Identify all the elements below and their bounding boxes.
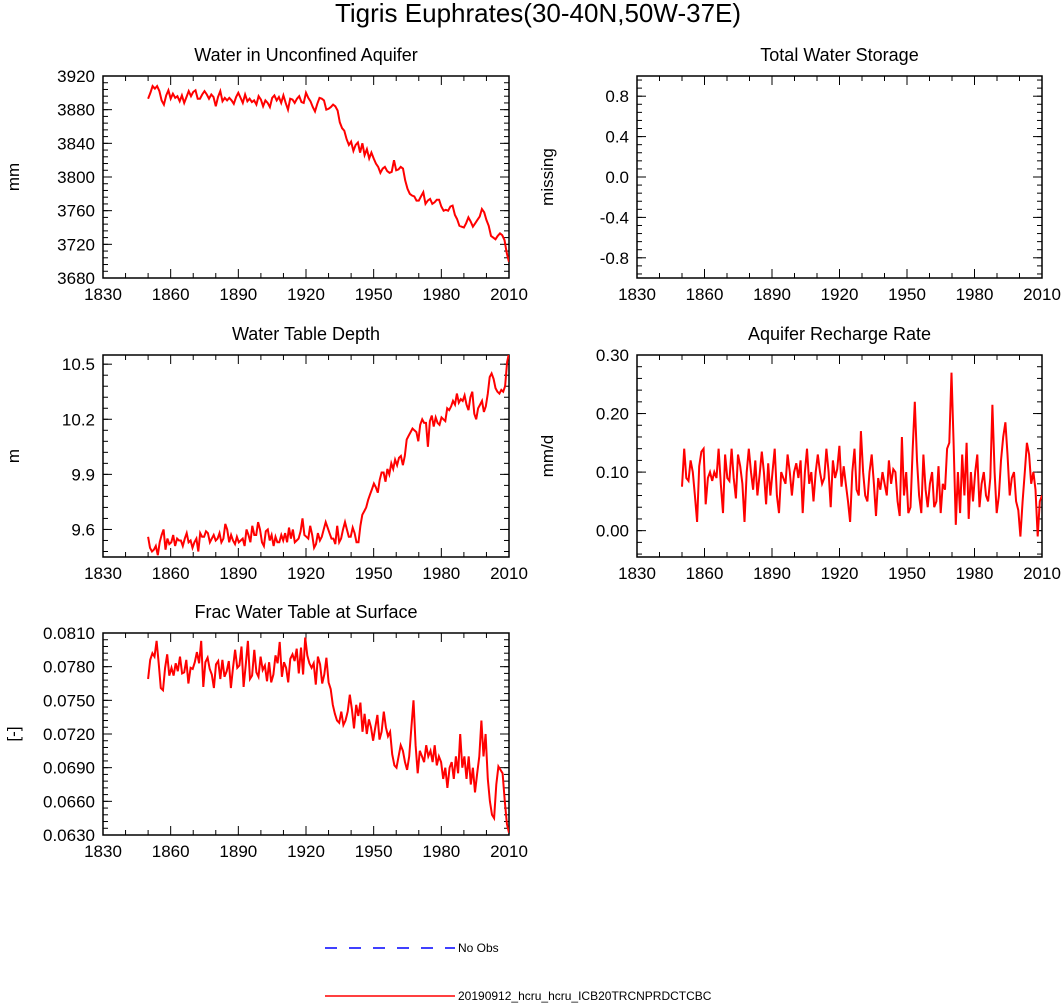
fracwt-ytick-label: 0.0810: [43, 624, 95, 643]
tws-ytick-label: 0.0: [605, 168, 629, 187]
recharge-xtick-label: 1980: [956, 564, 994, 583]
recharge-ytick-label: 0.00: [596, 522, 629, 541]
wtd-xtick-label: 1860: [152, 564, 190, 583]
unconfined-ytick-label: 3880: [57, 101, 95, 120]
tws-ytick-label: -0.4: [600, 208, 629, 227]
recharge-ytick-label: 0.20: [596, 405, 629, 424]
fracwt-ytick-label: 0.0690: [43, 759, 95, 778]
fracwt-xtick-label: 2010: [490, 842, 528, 861]
wtd-xtick-label: 1980: [422, 564, 460, 583]
fracwt-ytick-label: 0.0630: [43, 826, 95, 845]
wtd-ytick-label: 9.9: [71, 465, 95, 484]
tws-ylabel: missing: [538, 148, 557, 206]
recharge-xtick-label: 1890: [753, 564, 791, 583]
tws-xtick-label: 1950: [888, 285, 926, 304]
tws-ytick-label: 0.4: [605, 128, 629, 147]
unconfined-ytick-label: 3680: [57, 269, 95, 288]
recharge-ytick-label: 0.10: [596, 463, 629, 482]
tws-xtick-label: 2010: [1023, 285, 1061, 304]
unconfined-panel: Water in Unconfined Aquifer 1830 1860 1890 1…: [4, 45, 528, 304]
recharge-xtick-label: 1920: [821, 564, 859, 583]
unconfined-series-line: [147, 84, 509, 263]
wtd-xtick-label: 1890: [219, 564, 257, 583]
fracwt-title: Frac Water Table at Surface: [194, 602, 417, 622]
fracwt-panel: Frac Water Table at Surface 1830 1860 1890 1…: [4, 602, 528, 861]
recharge-xtick-label: 1860: [686, 564, 724, 583]
fracwt-frame: [102, 632, 510, 836]
fracwt-xtick-label: 1980: [422, 842, 460, 861]
wtd-panel: Water Table Depth 1830 1860 1890 1920 1950 198…: [4, 324, 528, 583]
tws-panel: Total Water Storage 1830 1860 1890 1920 1950 1…: [538, 45, 1061, 304]
recharge-title: Aquifer Recharge Rate: [748, 324, 931, 344]
fracwt-xtick-label: 1860: [152, 842, 190, 861]
recharge-panel: Aquifer Recharge Rate 1830 1860 1890 1920 195…: [538, 324, 1061, 583]
fracwt-ylabel: [-]: [4, 726, 23, 741]
fracwt-xtick-label: 1830: [84, 842, 122, 861]
wtd-xtick-label: 1950: [355, 564, 393, 583]
wtd-title: Water Table Depth: [232, 324, 380, 344]
recharge-xtick-label: 1950: [888, 564, 926, 583]
figure-title: Tigris Euphrates(30-40N,50W-37E): [335, 0, 741, 28]
tws-xtick-label: 1860: [686, 285, 724, 304]
unconfined-xtick-label: 2010: [490, 285, 528, 304]
fracwt-ytick-label: 0.0750: [43, 691, 95, 710]
fracwt-xtick-label: 1920: [287, 842, 325, 861]
wtd-ytick-label: 10.5: [62, 355, 95, 374]
wtd-series-line: [147, 355, 509, 556]
unconfined-xtick-label: 1950: [355, 285, 393, 304]
unconfined-ytick-label: 3800: [57, 168, 95, 187]
recharge-ylabel: mm/d: [538, 435, 557, 478]
recharge-xtick-label: 2010: [1023, 564, 1061, 583]
wtd-xtick-label: 1830: [84, 564, 122, 583]
unconfined-xtick-label: 1920: [287, 285, 325, 304]
fracwt-ytick-label: 0.0660: [43, 792, 95, 811]
wtd-ytick-label: 9.6: [71, 520, 95, 539]
recharge-series-line: [681, 372, 1042, 537]
tws-xtick-label: 1980: [956, 285, 994, 304]
fracwt-ytick-label: 0.0780: [43, 658, 95, 677]
tws-title: Total Water Storage: [760, 45, 918, 65]
legend-label-model: 20190912_hcru_hcru_ICB20TRCNPRDCTCBC: [458, 989, 712, 1003]
tws-xtick-label: 1920: [821, 285, 859, 304]
fracwt-xtick-label: 1890: [219, 842, 257, 861]
wtd-xtick-label: 2010: [490, 564, 528, 583]
unconfined-ytick-label: 3920: [57, 67, 95, 86]
unconfined-xtick-label: 1860: [152, 285, 190, 304]
legend: No Obs 20190912_hcru_hcru_ICB20TRCNPRDCT…: [325, 941, 712, 1003]
tws-frame: [636, 75, 1043, 279]
unconfined-xtick-label: 1890: [219, 285, 257, 304]
unconfined-ytick-label: 3760: [57, 202, 95, 221]
tws-ytick-label: 0.8: [605, 87, 629, 106]
recharge-ytick-label: 0.30: [596, 346, 629, 365]
tws-ytick-label: -0.8: [600, 249, 629, 268]
wtd-frame: [102, 354, 510, 558]
recharge-xtick-label: 1830: [618, 564, 656, 583]
unconfined-ytick-label: 3720: [57, 235, 95, 254]
unconfined-xtick-label: 1830: [84, 285, 122, 304]
fracwt-ytick-label: 0.0720: [43, 725, 95, 744]
tws-xtick-label: 1890: [753, 285, 791, 304]
tws-xtick-label: 1830: [618, 285, 656, 304]
wtd-ylabel: m: [4, 449, 23, 463]
fracwt-series-line: [147, 637, 509, 834]
unconfined-ytick-label: 3840: [57, 134, 95, 153]
wtd-xtick-label: 1920: [287, 564, 325, 583]
fracwt-xtick-label: 1950: [355, 842, 393, 861]
unconfined-xtick-label: 1980: [422, 285, 460, 304]
unconfined-title: Water in Unconfined Aquifer: [194, 45, 417, 65]
unconfined-ylabel: mm: [4, 163, 23, 191]
legend-label-no-obs: No Obs: [458, 941, 499, 955]
wtd-ytick-label: 10.2: [62, 410, 95, 429]
